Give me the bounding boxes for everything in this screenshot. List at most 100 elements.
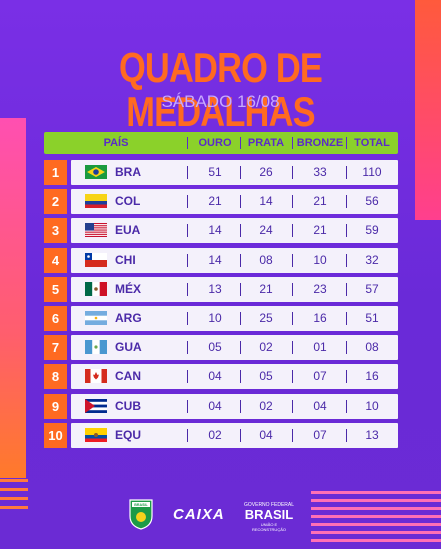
rank-badge: 3 [44,218,67,244]
medal-count-bronze: 07 [313,427,327,442]
medal-count-bronze: 10 [313,252,327,267]
medal-count-prata: 02 [259,340,273,355]
column-separator [292,428,293,442]
cbb-shield-icon: BRASIL [129,499,153,530]
medal-count-bronze: 23 [313,281,327,296]
rank-badge: 2 [44,189,67,215]
sponsor-logos: BRASIL CAIXA GOVERNO FEDERAL BRASIL UNIÃ… [0,496,441,536]
column-separator [346,341,347,355]
medal-count-total: 10 [365,398,379,413]
column-separator [187,195,188,209]
table-row: 10 EQU 02 04 07 13 [44,422,398,448]
column-separator [292,312,293,325]
column-separator [292,282,293,296]
column-separator [187,253,188,267]
table-row: 6 ARG 10 25 16 51 [44,306,398,331]
medal-count-total: 32 [365,252,379,267]
column-separator [187,312,188,325]
medal-count-total: 59 [365,223,379,238]
column-separator [187,224,188,238]
medal-count-total: 16 [365,369,379,384]
medal-count-ouro: 21 [208,194,222,209]
column-separator [187,341,188,355]
argentina-flag-icon [85,311,107,325]
table-row: 3 EUA 14 24 21 59 [44,218,398,244]
column-separator [240,428,241,442]
table-row: 2 COL 21 14 21 56 [44,189,398,215]
page-subtitle: SÁBADO 16/08 [161,92,280,111]
brazil-flag-icon [85,165,107,179]
medal-count-ouro: 14 [208,223,222,238]
country-code: ARG [115,311,142,325]
gov-bottom: UNIÃO E RECONSTRUÇÃO [251,522,286,532]
row-body: MÉX 13 21 23 57 [71,276,398,302]
ecuador-flag-icon [85,427,107,442]
column-separator [240,195,241,209]
row-body: CAN 04 05 07 16 [71,364,398,390]
caixa-logo: CAIXA [173,506,225,523]
rank-badge: 8 [44,364,67,390]
colombia-flag-icon [85,194,107,209]
column-separator [346,195,347,209]
header-separator [346,137,347,149]
header-prata: PRATA [247,137,285,149]
column-separator [187,166,188,179]
medal-count-prata: 26 [259,165,273,179]
header-separator [240,137,241,149]
column-separator [187,399,188,413]
country-code: CAN [115,369,141,384]
table-row: 9 CUB 04 02 04 10 [44,393,398,419]
gov-top: GOVERNO FEDERAL [244,502,295,508]
medal-count-total: 51 [365,311,379,325]
column-separator [187,282,188,296]
table-row: 5 MÉX 13 21 23 57 [44,276,398,302]
header-separator [292,137,293,149]
rank-badge: 4 [44,247,67,273]
medal-count-bronze: 01 [313,340,327,355]
row-body: GUA 05 02 01 08 [71,335,398,361]
rank-badge: 7 [44,335,67,361]
column-separator [292,341,293,355]
gov-logo: GOVERNO FEDERAL BRASIL UNIÃO E RECONSTRU… [244,502,294,532]
table-row: 7 GUA 05 02 01 08 [44,335,398,361]
column-separator [346,166,347,179]
row-body: ARG 10 25 16 51 [71,306,398,331]
rank-badge: 9 [44,393,67,419]
medal-count-prata: 05 [259,369,273,384]
column-separator [346,282,347,296]
column-separator [240,312,241,325]
medal-count-bronze: 21 [313,194,327,209]
medal-count-total: 08 [365,340,379,355]
row-body: COL 21 14 21 56 [71,189,398,215]
column-separator [292,224,293,238]
row-body: CHI 14 08 10 32 [71,247,398,273]
column-separator [346,370,347,384]
mexico-flag-icon [85,281,107,296]
medal-count-total: 110 [362,165,382,179]
medal-count-total: 57 [365,281,379,296]
medal-count-total: 56 [365,194,379,209]
chile-flag-icon [85,252,107,267]
medal-count-ouro: 05 [208,340,222,355]
header-total: TOTAL [354,137,390,149]
medal-count-prata: 24 [259,223,273,238]
column-separator [240,370,241,384]
decorative-stripes-left [0,479,28,519]
decorative-bar-left [0,118,26,478]
column-separator [346,224,347,238]
column-separator [292,253,293,267]
medal-count-ouro: 02 [208,427,222,442]
medal-count-total: 13 [365,427,379,442]
rank-badge: 6 [44,306,67,331]
column-separator [346,428,347,442]
country-code: BRA [115,165,141,179]
usa-flag-icon [85,223,107,238]
rank-badge: 5 [44,276,67,302]
row-body: EQU 02 04 07 13 [71,422,398,448]
medal-count-bronze: 16 [313,311,327,325]
column-separator [292,370,293,384]
medal-count-bronze: 04 [313,398,327,413]
medal-count-ouro: 10 [208,311,222,325]
header-separator [187,137,188,149]
country-code: COL [115,194,141,209]
